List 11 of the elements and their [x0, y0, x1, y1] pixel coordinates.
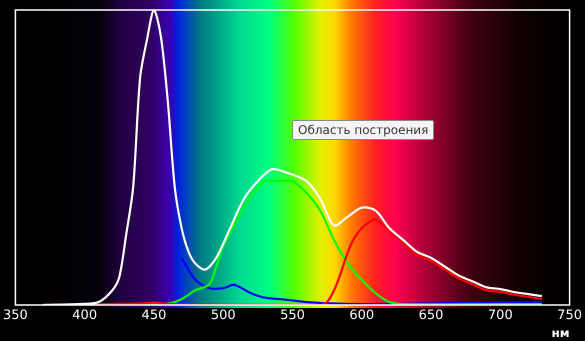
annotation: Область построения [292, 120, 434, 140]
x-axis-title: нм [551, 326, 570, 340]
x-tick-label: 750 [557, 308, 582, 324]
x-tick-label: 600 [349, 308, 374, 324]
x-tick-label: 650 [418, 308, 444, 324]
x-tick-label: 550 [280, 308, 305, 324]
x-tick-label: 400 [72, 308, 98, 324]
x-tick-label: 350 [2, 308, 28, 324]
x-tick-label: 450 [142, 308, 166, 324]
x-tick-label: 500 [210, 308, 236, 324]
x-tick-label: 700 [488, 308, 513, 324]
